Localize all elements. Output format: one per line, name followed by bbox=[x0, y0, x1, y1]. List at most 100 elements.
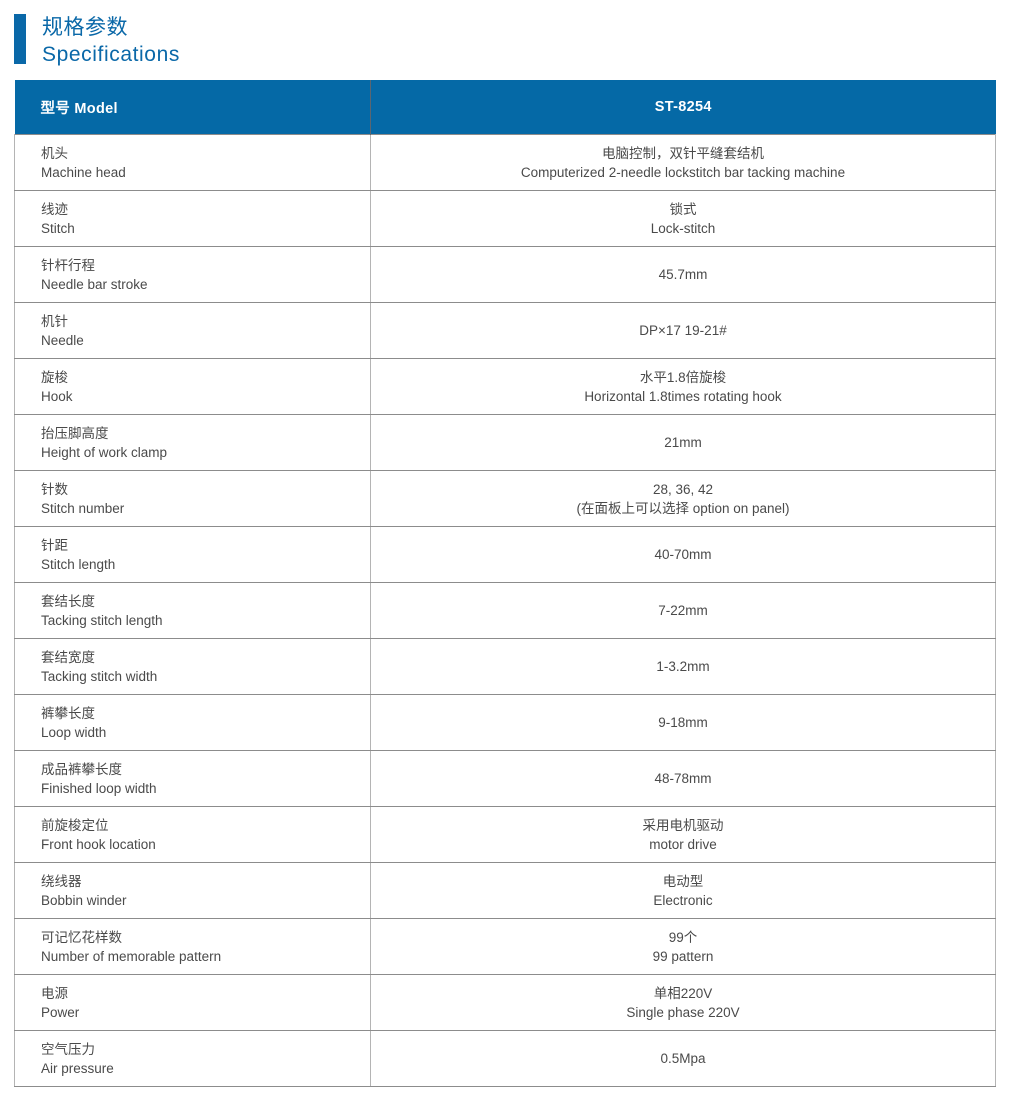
spec-label-cell: 前旋梭定位 Front hook location bbox=[14, 806, 371, 863]
spec-value-en: Single phase 220V bbox=[626, 1004, 740, 1020]
spec-label-cn: 针杆行程 bbox=[41, 257, 95, 273]
spec-value-cell: 单相220V Single phase 220V bbox=[370, 974, 996, 1031]
table-row: 空气压力 Air pressure 0.5Mpa bbox=[14, 1030, 996, 1087]
table-row: 绕线器 Bobbin winder 电动型 Electronic bbox=[14, 862, 996, 919]
spec-label-cn: 套结宽度 bbox=[41, 649, 95, 665]
spec-label-en: Height of work clamp bbox=[41, 444, 168, 460]
spec-value-cell: 水平1.8倍旋梭 Horizontal 1.8times rotating hoo… bbox=[370, 358, 996, 415]
spec-label-cell: 裤攀长度 Loop width bbox=[14, 694, 371, 751]
spec-value-cn: 采用电机驱动 bbox=[642, 817, 724, 833]
spec-value-cn: 电脑控制，双针平缝套结机 bbox=[602, 145, 764, 161]
spec-value-en: 99 pattern bbox=[652, 948, 714, 964]
spec-label-cn: 套结长度 bbox=[41, 593, 95, 609]
spec-label-en: Air pressure bbox=[41, 1060, 114, 1076]
accent-bar-icon bbox=[14, 14, 26, 64]
spec-label-en: Stitch bbox=[41, 220, 75, 236]
spec-value-cell: 电脑控制，双针平缝套结机 Computerized 2-needle lockst… bbox=[370, 134, 996, 191]
spec-label-cell: 套结宽度 Tacking stitch width bbox=[14, 638, 371, 695]
column-header-value: ST-8254 bbox=[370, 80, 996, 135]
spec-label-en: Machine head bbox=[41, 164, 126, 180]
spec-value-cell: 7-22mm bbox=[370, 582, 996, 639]
spec-value-en: (在面板上可以选择 option on panel) bbox=[576, 500, 790, 516]
page-title-cn: 规格参数 bbox=[42, 16, 128, 39]
spec-value-cell: DP×17 19-21# bbox=[370, 302, 996, 359]
spec-label-cn: 线迹 bbox=[41, 201, 68, 217]
spec-label-cn: 机针 bbox=[41, 313, 68, 329]
spec-value-cell: 45.7mm bbox=[370, 246, 996, 303]
spec-label-en: Number of memorable pattern bbox=[41, 948, 222, 964]
spec-label-cn: 针距 bbox=[41, 537, 68, 553]
spec-label-cell: 机头 Machine head bbox=[14, 134, 371, 191]
spec-value-cn: 电动型 bbox=[662, 873, 704, 889]
spec-label-cell: 电源 Power bbox=[14, 974, 371, 1031]
spec-value-en: Lock-stitch bbox=[650, 220, 716, 236]
spec-value-cn: 99个 bbox=[668, 929, 698, 945]
spec-value-cell: 1-3.2mm bbox=[370, 638, 996, 695]
page-title-en: Specifications bbox=[42, 43, 180, 66]
table-row: 抬压脚高度 Height of work clamp 21mm bbox=[14, 414, 996, 471]
spec-label-en: Power bbox=[41, 1004, 80, 1020]
spec-value-en: DP×17 19-21# bbox=[639, 323, 727, 338]
spec-label-cn: 旋梭 bbox=[41, 369, 68, 385]
table-row: 机针 Needle DP×17 19-21# bbox=[14, 302, 996, 359]
spec-value-cell: 采用电机驱动 motor drive bbox=[370, 806, 996, 863]
table-row: 针距 Stitch length 40-70mm bbox=[14, 526, 996, 583]
spec-label-en: Finished loop width bbox=[41, 780, 157, 796]
table-row: 套结宽度 Tacking stitch width 1-3.2mm bbox=[14, 638, 996, 695]
spec-label-cell: 针杆行程 Needle bar stroke bbox=[14, 246, 371, 303]
spec-label-en: Needle bbox=[41, 332, 84, 348]
table-row: 针数 Stitch number 28, 36, 42 (在面板上可以选择 optio… bbox=[14, 470, 996, 527]
table-row: 可记忆花样数 Number of memorable pattern 99个 99 p… bbox=[14, 918, 996, 975]
spec-label-cn: 绕线器 bbox=[41, 873, 82, 889]
spec-value-en: 9-18mm bbox=[658, 715, 708, 730]
spec-value-cell: 48-78mm bbox=[370, 750, 996, 807]
spec-label-en: Loop width bbox=[41, 724, 107, 740]
spec-label-en: Needle bar stroke bbox=[41, 276, 148, 292]
page-header: 规格参数 Specifications bbox=[0, 0, 1010, 80]
spec-value-cn: 锁式 bbox=[669, 201, 697, 217]
spec-label-cell: 抬压脚高度 Height of work clamp bbox=[14, 414, 371, 471]
spec-label-cell: 针数 Stitch number bbox=[14, 470, 371, 527]
table-row: 前旋梭定位 Front hook location 采用电机驱动 motor driv… bbox=[14, 806, 996, 863]
specifications-table: 型号 Model ST-8254 机头 Machine head 电脑控制，双针平缝… bbox=[14, 80, 996, 1087]
spec-label-cn: 可记忆花样数 bbox=[41, 929, 122, 945]
table-row: 针杆行程 Needle bar stroke 45.7mm bbox=[14, 246, 996, 303]
table-row: 线迹 Stitch 锁式 Lock-stitch bbox=[14, 190, 996, 247]
table-row: 旋梭 Hook 水平1.8倍旋梭 Horizontal 1.8times rotati… bbox=[14, 358, 996, 415]
table-row: 成品裤攀长度 Finished loop width 48-78mm bbox=[14, 750, 996, 807]
spec-label-cell: 套结长度 Tacking stitch length bbox=[14, 582, 371, 639]
spec-label-cn: 空气压力 bbox=[41, 1041, 95, 1057]
spec-value-en: Electronic bbox=[653, 892, 713, 908]
spec-label-cn: 抬压脚高度 bbox=[41, 425, 109, 441]
spec-label-cell: 成品裤攀长度 Finished loop width bbox=[14, 750, 371, 807]
spec-label-en: Stitch length bbox=[41, 556, 116, 572]
table-row: 裤攀长度 Loop width 9-18mm bbox=[14, 694, 996, 751]
spec-label-cell: 针距 Stitch length bbox=[14, 526, 371, 583]
spec-label-cn: 针数 bbox=[41, 481, 68, 497]
spec-value-en: motor drive bbox=[649, 836, 717, 852]
table-header-row: 型号 Model ST-8254 bbox=[14, 80, 996, 135]
spec-label-cell: 可记忆花样数 Number of memorable pattern bbox=[14, 918, 371, 975]
table-row: 套结长度 Tacking stitch length 7-22mm bbox=[14, 582, 996, 639]
spec-value-cell: 99个 99 pattern bbox=[370, 918, 996, 975]
spec-label-cell: 旋梭 Hook bbox=[14, 358, 371, 415]
table-body: 机头 Machine head 电脑控制，双针平缝套结机 Computerized 2… bbox=[14, 134, 996, 1087]
spec-label-cn: 裤攀长度 bbox=[41, 705, 95, 721]
spec-value-en: 0.5Mpa bbox=[660, 1051, 706, 1066]
table-row: 机头 Machine head 电脑控制，双针平缝套结机 Computerized 2… bbox=[14, 134, 996, 191]
spec-label-cell: 空气压力 Air pressure bbox=[14, 1030, 371, 1087]
spec-value-en: 1-3.2mm bbox=[656, 659, 710, 674]
page-title: 规格参数 Specifications bbox=[42, 14, 180, 68]
spec-value-cell: 锁式 Lock-stitch bbox=[370, 190, 996, 247]
spec-value-cn: 单相220V bbox=[653, 985, 713, 1001]
spec-label-cn: 成品裤攀长度 bbox=[41, 761, 122, 777]
spec-label-cell: 线迹 Stitch bbox=[14, 190, 371, 247]
spec-label-en: Bobbin winder bbox=[41, 892, 127, 908]
spec-value-en: 40-70mm bbox=[654, 547, 712, 562]
spec-value-cell: 0.5Mpa bbox=[370, 1030, 996, 1087]
spec-value-en: Computerized 2-needle lockstitch bar tac… bbox=[520, 164, 846, 180]
spec-label-en: Stitch number bbox=[41, 500, 125, 516]
spec-value-cell: 40-70mm bbox=[370, 526, 996, 583]
spec-value-en: 7-22mm bbox=[658, 603, 708, 618]
spec-value-cell: 21mm bbox=[370, 414, 996, 471]
